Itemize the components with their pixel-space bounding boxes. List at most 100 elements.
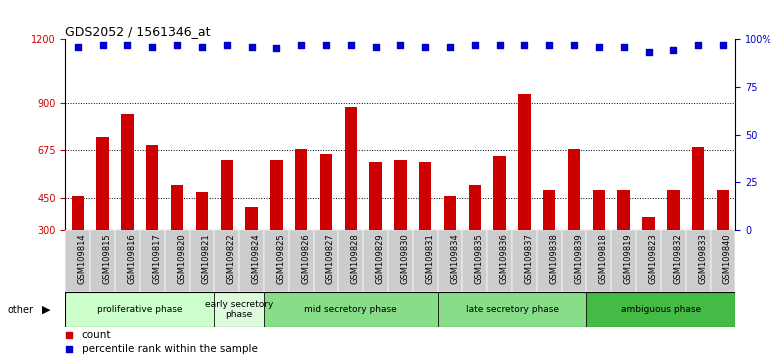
Point [296, 294, 309, 299]
Bar [72, 196, 84, 294]
Bar [165, 230, 189, 292]
Text: ambiguous phase: ambiguous phase [621, 305, 701, 314]
Text: GSM109839: GSM109839 [574, 233, 583, 284]
Bar [320, 154, 332, 294]
Bar [214, 230, 239, 292]
Bar [543, 190, 555, 294]
Point [370, 44, 382, 50]
Bar [692, 147, 705, 294]
Text: GSM109815: GSM109815 [102, 233, 112, 284]
Point [394, 42, 407, 47]
Bar [494, 156, 506, 294]
Text: GSM109816: GSM109816 [128, 233, 136, 284]
Text: GSM109820: GSM109820 [177, 233, 186, 284]
Point [270, 46, 283, 51]
Bar [140, 230, 165, 292]
Bar [239, 230, 264, 292]
Bar [518, 94, 531, 294]
Point [419, 44, 431, 50]
Point [171, 42, 183, 47]
Bar [593, 190, 605, 294]
Bar [463, 230, 487, 292]
Bar [661, 230, 686, 292]
Bar [115, 230, 140, 292]
Point [444, 44, 456, 50]
Text: GDS2052 / 1561346_at: GDS2052 / 1561346_at [65, 25, 211, 38]
Point [543, 42, 555, 47]
Bar [146, 145, 159, 294]
Bar [270, 160, 283, 294]
Bar [537, 230, 561, 292]
Text: GSM109836: GSM109836 [500, 233, 509, 284]
Bar [667, 190, 680, 294]
Point [717, 42, 729, 47]
Bar [469, 185, 481, 294]
Point [196, 44, 208, 50]
Bar [587, 230, 611, 292]
Text: proliferative phase: proliferative phase [97, 305, 182, 314]
Bar [419, 162, 431, 294]
Text: GSM109821: GSM109821 [202, 233, 211, 284]
Point [220, 42, 233, 47]
Bar [220, 160, 233, 294]
Text: count: count [82, 330, 111, 341]
Point [345, 42, 357, 47]
Bar [171, 185, 183, 294]
Bar [264, 230, 289, 292]
Bar [122, 114, 134, 294]
Bar [487, 230, 512, 292]
Text: GSM109825: GSM109825 [276, 233, 286, 284]
Bar [388, 230, 413, 292]
Bar [444, 196, 456, 294]
Bar [413, 230, 437, 292]
Bar [618, 190, 630, 294]
Bar [96, 137, 109, 294]
Point [146, 44, 159, 50]
Bar [512, 230, 537, 292]
Bar [636, 230, 661, 292]
Point [618, 44, 630, 50]
Text: GSM109835: GSM109835 [475, 233, 484, 284]
Bar [370, 162, 382, 294]
Bar [65, 230, 90, 292]
Bar [568, 149, 581, 294]
Text: GSM109817: GSM109817 [152, 233, 161, 284]
Point [642, 50, 654, 55]
Point [518, 42, 531, 47]
Point [469, 42, 481, 47]
Point [593, 44, 605, 50]
Bar [394, 160, 407, 294]
Text: GSM109833: GSM109833 [698, 233, 707, 284]
Text: GSM109818: GSM109818 [599, 233, 608, 284]
Text: ▶: ▶ [42, 305, 51, 315]
Bar [289, 230, 313, 292]
Bar [711, 230, 735, 292]
Text: GSM109838: GSM109838 [549, 233, 558, 284]
Text: GSM109826: GSM109826 [301, 233, 310, 284]
Point [295, 42, 307, 47]
Text: mid secretory phase: mid secretory phase [304, 305, 397, 314]
Bar [642, 217, 654, 294]
Bar [611, 230, 636, 292]
Bar [295, 149, 307, 294]
Text: GSM109827: GSM109827 [326, 233, 335, 284]
Text: GSM109822: GSM109822 [226, 233, 236, 284]
Point [246, 44, 258, 50]
Text: percentile rank within the sample: percentile rank within the sample [82, 344, 257, 354]
Text: GSM109832: GSM109832 [673, 233, 682, 284]
Point [568, 42, 581, 47]
Bar [196, 192, 208, 294]
Point [122, 42, 134, 47]
Text: early secretory
phase: early secretory phase [205, 300, 273, 319]
Bar [437, 292, 587, 327]
Bar [313, 230, 338, 292]
Bar [246, 207, 258, 294]
Text: GSM109823: GSM109823 [648, 233, 658, 284]
Bar [189, 230, 214, 292]
Text: GSM109829: GSM109829 [376, 233, 384, 284]
Bar [437, 230, 463, 292]
Bar [338, 230, 363, 292]
Bar [363, 230, 388, 292]
Bar [587, 292, 735, 327]
Bar [90, 230, 115, 292]
